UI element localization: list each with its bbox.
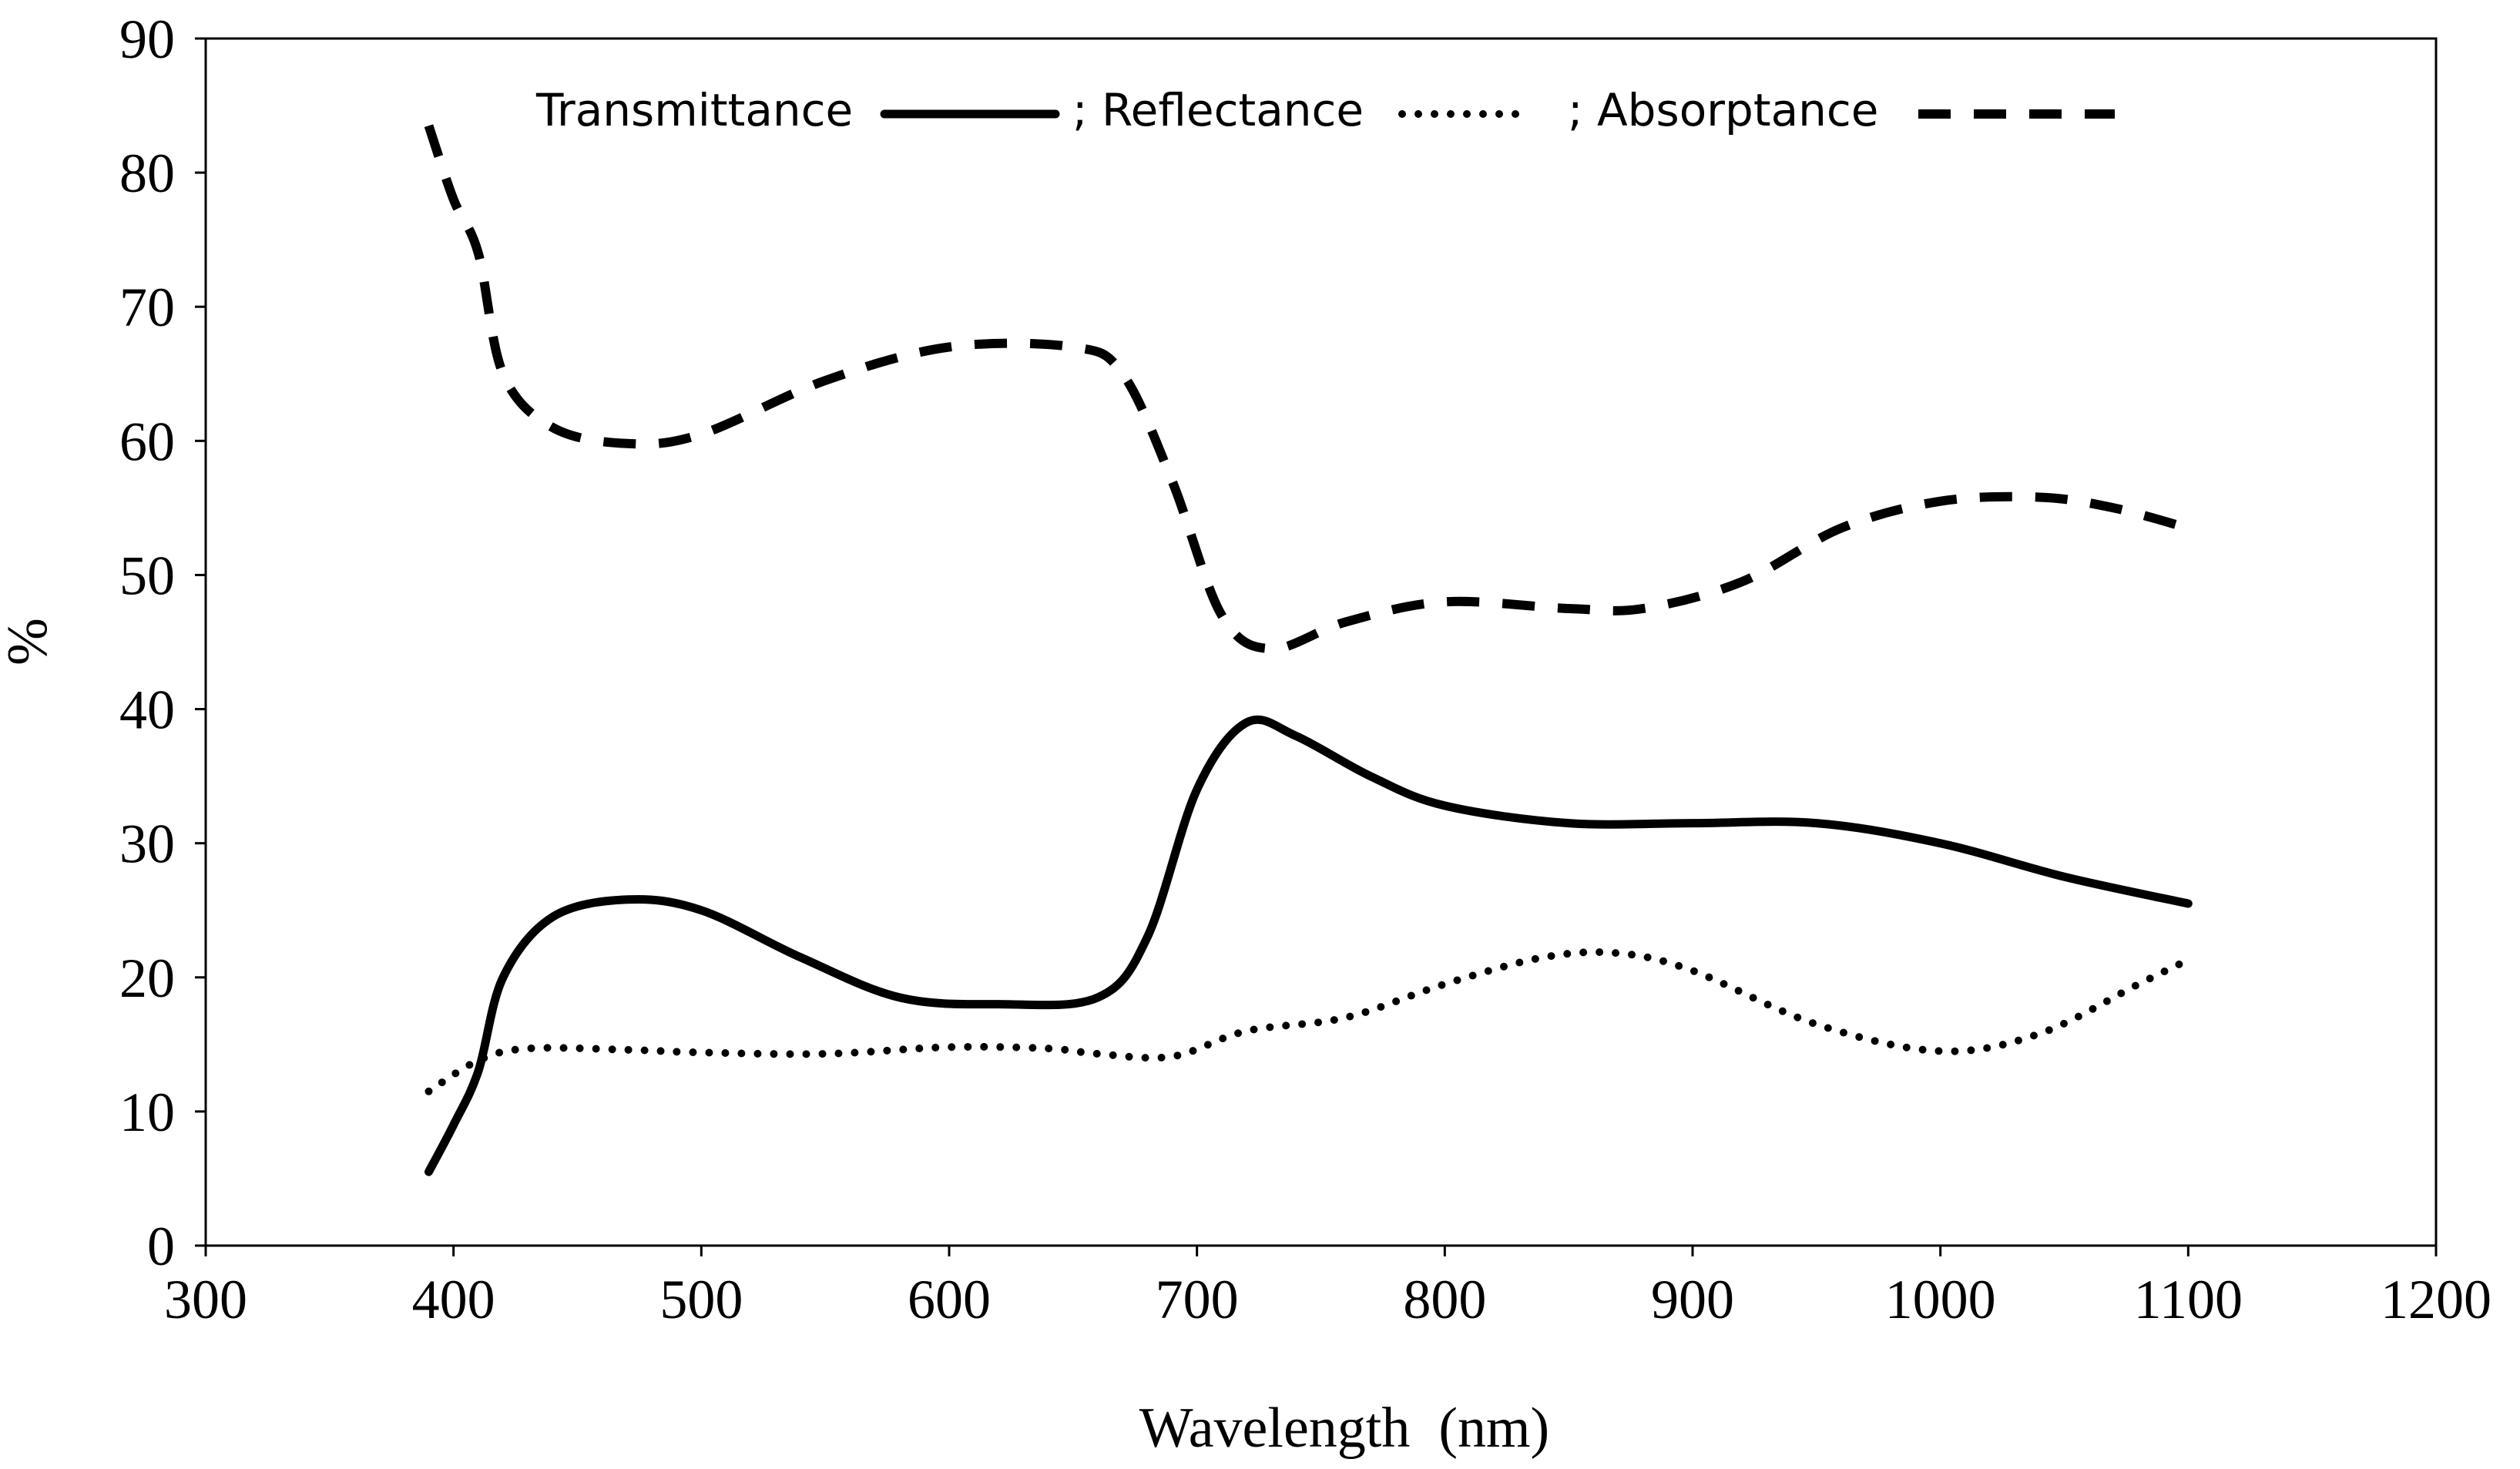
y-tick-label: 50 (119, 545, 175, 606)
x-tick-label: 700 (1156, 1269, 1239, 1330)
x-tick-label: 600 (908, 1269, 991, 1330)
y-tick-label: 0 (147, 1216, 175, 1277)
y-tick-label: 20 (119, 947, 175, 1009)
legend-label-reflectance: ; Reflectance (1072, 84, 1364, 136)
y-tick-label: 80 (119, 143, 175, 204)
y-axis-title: % (0, 618, 59, 666)
series-layer (424, 124, 2193, 1176)
x-tick-label: 1000 (1885, 1269, 1996, 1330)
legend-label-absorptance: ; Absorptance (1568, 84, 1878, 136)
x-tick-label: 1100 (2134, 1269, 2243, 1330)
y-tick-label: 90 (119, 8, 175, 70)
legend-label-transmittance: Transmittance (535, 84, 853, 136)
y-axis: 0 10 20 30 40 50 60 70 80 90 (119, 8, 206, 1277)
legend: Transmittance ; Reflectance ; Absorptance (535, 84, 2115, 136)
y-tick-label: 10 (119, 1082, 175, 1143)
series-transmittance-line (424, 715, 2193, 1176)
y-tick-label: 30 (119, 813, 175, 875)
plot-area-frame (204, 37, 2438, 1247)
y-tick-label: 60 (119, 411, 175, 472)
x-tick-label: 900 (1651, 1269, 1734, 1330)
x-axis: 300 400 500 600 700 800 900 1000 1100 1200 (164, 1246, 2491, 1330)
x-tick-label: 500 (659, 1269, 743, 1330)
x-tick-label: 800 (1403, 1269, 1486, 1330)
series-absorptance-line (424, 124, 2189, 654)
x-axis-title: Wavelength (nm) (1139, 1397, 1549, 1460)
series-reflectance-line (424, 947, 2193, 1095)
x-tick-label: 400 (412, 1269, 495, 1330)
x-tick-label: 1200 (2381, 1269, 2491, 1330)
y-tick-label: 40 (119, 679, 175, 741)
y-tick-label: 70 (119, 277, 175, 338)
x-tick-label: 300 (164, 1269, 247, 1330)
